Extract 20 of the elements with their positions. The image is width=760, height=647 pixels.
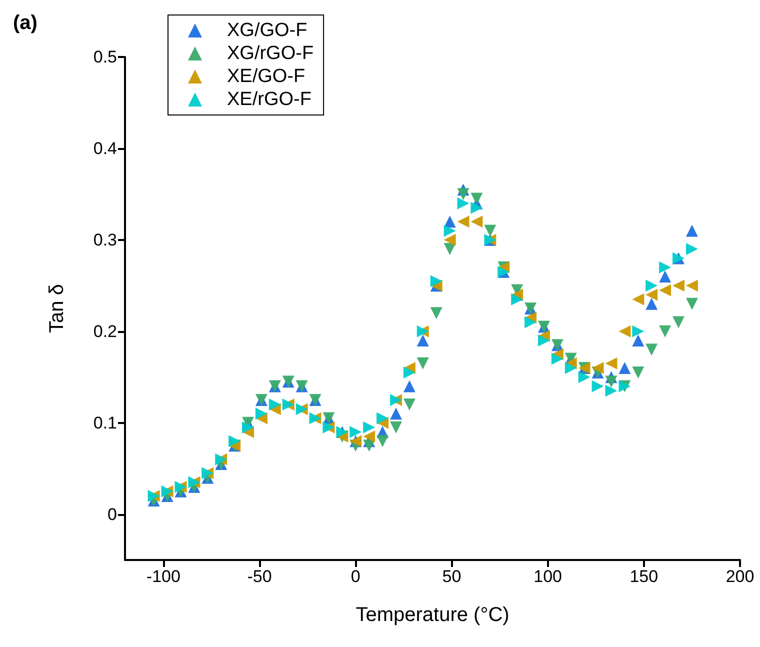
- x-tick-label: 150: [630, 567, 658, 586]
- x-tick-label: 50: [442, 567, 462, 586]
- y-tick-label: 0.2: [93, 322, 117, 341]
- x-tick-label: 0: [350, 567, 360, 586]
- y-tick-label: 0.1: [93, 413, 117, 432]
- chart-title: (a): [13, 12, 38, 34]
- legend-label: XG/rGO-F: [227, 43, 314, 64]
- y-tick-label: 0.5: [93, 48, 117, 66]
- x-axis-title: Temperature (°C): [356, 604, 510, 626]
- legend-label: XE/GO-F: [227, 66, 306, 87]
- y-tick-label: 0.4: [93, 138, 117, 158]
- y-tick-label: 0: [108, 504, 117, 524]
- y-axis-title: Tan δ: [46, 284, 68, 333]
- legend-label: XE/rGO-F: [227, 89, 312, 110]
- x-tick-label: -100: [146, 567, 180, 586]
- x-tick-label: 100: [534, 567, 562, 586]
- legend-label: XG/GO-F: [227, 20, 308, 41]
- x-tick-label: -50: [247, 567, 272, 586]
- y-tick-label: 0.3: [93, 230, 117, 250]
- x-tick-label: 200: [726, 567, 754, 586]
